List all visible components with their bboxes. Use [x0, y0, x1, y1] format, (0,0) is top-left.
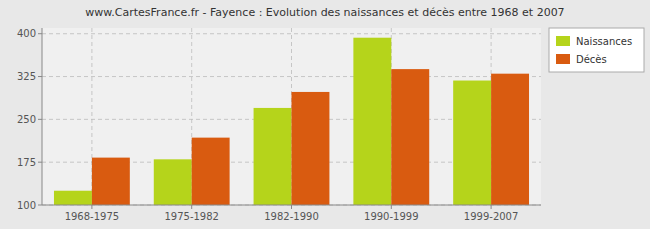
- bar: [491, 74, 529, 205]
- y-tick: [38, 76, 42, 77]
- bar: [92, 158, 130, 205]
- legend: Naissances Décès: [549, 28, 644, 72]
- x-tick: [191, 205, 192, 209]
- x-tick-label: 1999-2007: [464, 211, 519, 222]
- y-tick-label: 400: [17, 28, 36, 39]
- x-tick-label: 1975-1982: [164, 211, 219, 222]
- bars: [54, 38, 529, 205]
- y-tick: [38, 162, 42, 163]
- bar: [54, 191, 92, 205]
- x-tick-label: 1990-1999: [364, 211, 419, 222]
- y-tick: [38, 33, 42, 34]
- y-axis-line: [42, 28, 43, 205]
- chart: 100 175 250 325 400 1968-1975 1975-1982 1982-19…: [0, 0, 650, 229]
- x-tick: [291, 205, 292, 209]
- bar: [192, 138, 230, 205]
- legend-frame: [549, 28, 644, 72]
- y-tick-label: 250: [17, 114, 36, 125]
- x-tick: [491, 205, 492, 209]
- bar: [254, 108, 292, 205]
- y-grid-line: [42, 76, 541, 77]
- bar: [353, 38, 391, 205]
- x-tick: [91, 205, 92, 209]
- x-tick-label: 1968-1975: [65, 211, 120, 222]
- axes: 100 175 250 325 400 1968-1975 1975-1982 1982-19…: [17, 28, 541, 222]
- legend-swatch: [556, 36, 570, 46]
- y-tick-label: 325: [17, 71, 36, 82]
- bar: [154, 159, 192, 205]
- title: www.CartesFrance.fr - Fayence : Evolutio…: [85, 6, 564, 19]
- x-tick-label: 1982-1990: [264, 211, 319, 222]
- bar: [453, 81, 491, 205]
- y-grid-line: [42, 33, 541, 34]
- legend-label: Décès: [576, 54, 607, 65]
- bar: [292, 92, 330, 205]
- legend-label: Naissances: [576, 36, 632, 47]
- chart-container: 100 175 250 325 400 1968-1975 1975-1982 1982-19…: [0, 0, 650, 229]
- bar: [391, 69, 429, 205]
- legend-swatch: [556, 54, 570, 64]
- y-tick: [38, 205, 42, 206]
- y-tick-label: 175: [17, 157, 36, 168]
- y-tick-label: 100: [17, 200, 36, 211]
- x-tick: [391, 205, 392, 209]
- y-tick: [38, 119, 42, 120]
